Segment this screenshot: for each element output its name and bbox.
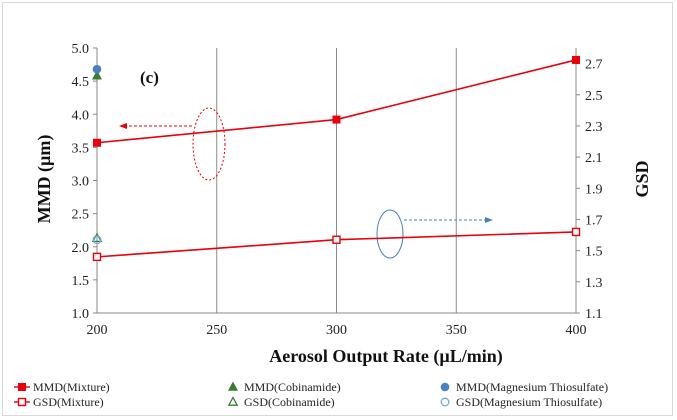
y-right-tick-label: 1.5 [585, 245, 603, 260]
x-tick-label: 300 [326, 323, 347, 338]
data-point [571, 227, 581, 237]
series-gsd-mixture- [92, 227, 581, 262]
y-right-tick-label: 1.7 [585, 213, 603, 228]
x-tick-label: 350 [446, 323, 467, 338]
legend-item: GSD(Mixture) [14, 395, 104, 409]
legend-swatch-marker [18, 383, 26, 391]
y-left-tick-label: 3.5 [72, 141, 90, 156]
legend-item: GSD(Magnesium Thiosulfate) [440, 395, 602, 409]
legend-label: GSD(Magnesium Thiosulfate) [456, 395, 602, 409]
axis-annotations [119, 107, 493, 259]
grid-lines [216, 48, 457, 313]
data-point [91, 70, 103, 80]
x-tick-label: 200 [87, 323, 108, 338]
legend-label: GSD(Mixture) [33, 395, 104, 409]
legend-swatch-marker [440, 397, 450, 407]
series-gsd-magnesium-thiosulfate- [92, 235, 102, 245]
legend-label: GSD(Cobinamide) [244, 395, 335, 409]
y-right-axis-title: GSD [632, 160, 652, 197]
y-left-tick-label: 2.0 [72, 241, 90, 256]
y-right-tick-label: 1.1 [585, 307, 603, 322]
series-mmd-cobinamide- [91, 70, 103, 80]
y-left-tick-label: 5.0 [72, 42, 90, 57]
data-point [92, 235, 102, 245]
x-axis-title: Aerosol Output Rate (µL/min) [269, 346, 503, 367]
x-tick-label: 400 [566, 323, 587, 338]
data-point [92, 64, 102, 74]
legend-label: MMD(Mixture) [33, 380, 110, 394]
legend-swatch-marker [440, 382, 450, 392]
y-left-tick-label: 1.5 [72, 274, 90, 289]
y-left-tick-label: 4.0 [72, 108, 90, 123]
x-tick-labels: 200 250 300 350 400 [87, 323, 587, 338]
chart-frame [2, 2, 673, 416]
data-point [91, 232, 103, 243]
legend-swatch-marker [227, 381, 239, 391]
legend-swatch-marker [227, 396, 239, 406]
y-right-tick-label: 1.9 [585, 182, 603, 197]
legend: MMD(Mixture) MMD(Cobinamide) MMD(Magnesium… [14, 380, 608, 409]
data-point [332, 115, 341, 124]
legend-label: MMD(Magnesium Thiosulfate) [456, 380, 608, 394]
mmd-arrowhead [119, 123, 127, 129]
x-tick-label: 250 [206, 323, 227, 338]
gsd-arrowhead [485, 217, 493, 223]
legend-swatch-marker [17, 397, 27, 407]
data-point [332, 235, 341, 244]
legend-item: MMD(Mixture) [14, 380, 110, 394]
y-right-tick-label: 2.5 [585, 89, 603, 104]
data-point [93, 138, 101, 147]
gsd-annotation-ellipse [376, 209, 404, 259]
legend-item: GSD(Cobinamide) [227, 395, 335, 409]
panel-label: (c) [140, 68, 159, 87]
y-right-tick-label: 2.7 [585, 58, 603, 73]
y-right-tick-label: 2.3 [585, 120, 603, 135]
series-layer [91, 55, 581, 262]
data-point [92, 252, 102, 262]
y-left-axis-title: MMD (µm) [34, 135, 55, 224]
y-left-tick-label: 3.0 [72, 175, 90, 190]
y-right-tick-label: 1.3 [585, 276, 603, 291]
legend-label: MMD(Cobinamide) [244, 380, 341, 394]
y-right-tick-label: 2.1 [585, 151, 603, 166]
y-left-tick-label: 1.0 [72, 307, 90, 322]
y-left-tick-labels: 1.0 1.5 2.0 2.5 3.0 3.5 4.0 4.5 5.0 [72, 42, 97, 322]
series-mmd-mixture- [93, 55, 580, 147]
series-mmd-magnesium-thiosulfate- [92, 64, 102, 74]
y-right-tick-labels: 1.1 1.3 1.5 1.7 1.9 2.1 2.3 2.5 2.7 [576, 58, 603, 322]
mmd-annotation-ellipse [192, 107, 226, 181]
y-left-tick-label: 4.5 [72, 75, 90, 90]
legend-item: MMD(Magnesium Thiosulfate) [440, 380, 608, 394]
legend-item: MMD(Cobinamide) [227, 380, 341, 394]
y-left-tick-label: 2.5 [72, 208, 90, 223]
data-point [572, 55, 580, 64]
series-gsd-cobinamide- [91, 232, 103, 243]
